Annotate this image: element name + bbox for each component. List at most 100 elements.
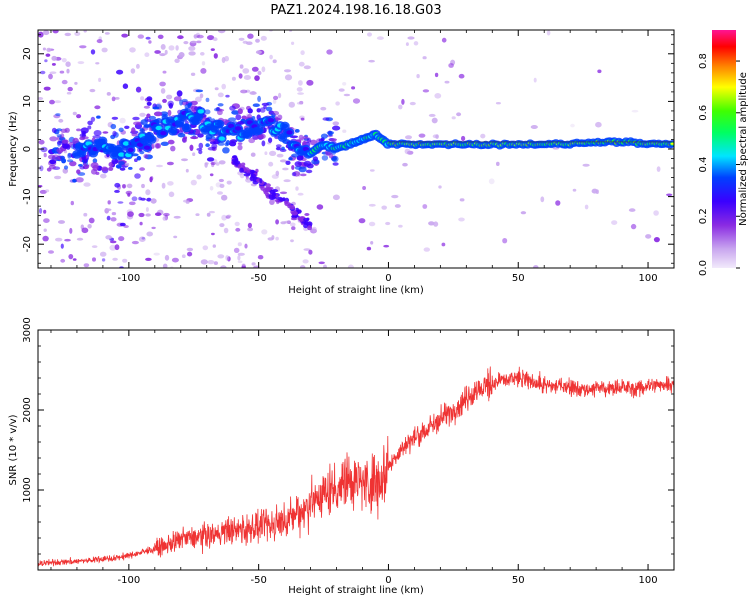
heatmap-cell [76, 128, 81, 132]
heatmap-cell [169, 129, 176, 134]
heatmap-cell [174, 58, 180, 63]
heatmap-cell [178, 52, 185, 58]
heatmap-cell [441, 242, 446, 247]
heatmap-cell [228, 117, 237, 122]
heatmap-cell [268, 137, 273, 143]
heatmap-cell [105, 235, 112, 240]
heatmap-cell [170, 145, 176, 152]
heatmap-cell [267, 118, 275, 123]
heatmap-cell [226, 180, 232, 185]
heatmap-cell [56, 147, 64, 153]
heatmap-cell [139, 112, 146, 117]
heatmap-cell [241, 263, 246, 267]
heatmap-cell [39, 189, 47, 194]
heatmap-cell [376, 36, 384, 40]
heatmap-cell [533, 265, 539, 268]
heatmap-cell [220, 265, 227, 268]
heatmap-cell [243, 167, 250, 172]
heatmap-cell [141, 183, 145, 189]
heatmap-cell [298, 216, 304, 221]
heatmap-cell [259, 107, 266, 113]
heatmap-cell [146, 231, 153, 237]
heatmap-cell [362, 186, 366, 190]
heatmap-cell [331, 155, 339, 163]
heatmap-cell [177, 35, 184, 40]
heatmap-cell [87, 224, 92, 229]
colorbar-tick-label: 0.6 [698, 105, 709, 121]
heatmap-cell [218, 30, 226, 34]
heatmap-cell [100, 173, 107, 179]
heatmap-cell [304, 213, 310, 216]
heatmap-cell [212, 37, 218, 42]
heatmap-cell [39, 165, 44, 172]
heatmap-cell [94, 105, 101, 110]
heatmap-cell [92, 257, 96, 262]
heatmap-cell [127, 147, 134, 153]
heatmap-cell [43, 209, 47, 214]
heatmap-cell [40, 70, 46, 75]
heatmap-cell [48, 73, 53, 80]
heatmap-cell [291, 165, 295, 170]
heatmap-cell [237, 108, 243, 115]
heatmap-cell [260, 185, 265, 191]
heatmap-cell [101, 166, 109, 172]
heatmap-cell [38, 139, 45, 145]
heatmap-cell [201, 61, 206, 66]
heatmap-cell [352, 98, 361, 104]
heatmap-cell [173, 96, 182, 102]
heatmap-cell [305, 169, 313, 174]
heatmap-cell [139, 221, 143, 226]
heatmap-cell [405, 135, 412, 140]
heatmap-cell [118, 236, 125, 242]
heatmap-cell [367, 32, 372, 37]
heatmap-cell [342, 129, 347, 133]
heatmap-cell [205, 97, 210, 103]
heatmap-cell [167, 139, 175, 145]
heatmap-cell [221, 83, 226, 90]
heatmap-cell [404, 148, 411, 155]
heatmap-cell [653, 237, 660, 243]
heatmap-cell [295, 186, 299, 191]
heatmap-cell [225, 255, 230, 261]
heatmap-cell [316, 204, 324, 210]
heatmap-cell [92, 158, 98, 164]
y-tick-label: -10 [22, 188, 33, 204]
heatmap-cell [155, 212, 162, 216]
heatmap-cell [210, 161, 216, 166]
heatmap-cell [196, 34, 204, 39]
heatmap-cell [279, 148, 287, 152]
heatmap-cell [286, 130, 293, 135]
heatmap-cell [237, 242, 242, 247]
heatmap-cell [670, 142, 674, 145]
heatmap-cell [306, 138, 312, 143]
heatmap-cell [72, 137, 79, 145]
heatmap-cell [271, 235, 275, 240]
heatmap-cell [239, 167, 245, 173]
figure-title: PAZ1.2024.198.16.18.G03 [270, 3, 441, 18]
heatmap-cell [265, 183, 271, 188]
colorbar-ticks: 0.0 0.2 0.4 0.6 0.8 [698, 53, 740, 276]
heatmap-cell [185, 168, 189, 173]
heatmap-cell [431, 117, 438, 124]
heatmap-cell [338, 88, 345, 92]
heatmap-cell [434, 72, 439, 78]
heatmap-cell [58, 118, 64, 123]
heatmap-cell [238, 73, 243, 79]
heatmap-cell [597, 69, 602, 74]
heatmap-cell [90, 49, 96, 55]
heatmap-cell [124, 125, 130, 129]
heatmap-cell [249, 169, 256, 174]
heatmap-cell [117, 201, 124, 204]
heatmap-cell [156, 164, 163, 168]
heatmap-cell [279, 198, 284, 202]
heatmap-cell [76, 237, 84, 241]
heatmap-cell [138, 212, 145, 218]
y-tick-label: 10 [22, 95, 33, 108]
heatmap-cell [391, 194, 399, 199]
heatmap-cell [237, 144, 243, 151]
heatmap-cell [409, 101, 416, 106]
heatmap-cell [320, 133, 328, 139]
heatmap-cell [495, 102, 501, 105]
heatmap-cell [570, 123, 575, 128]
